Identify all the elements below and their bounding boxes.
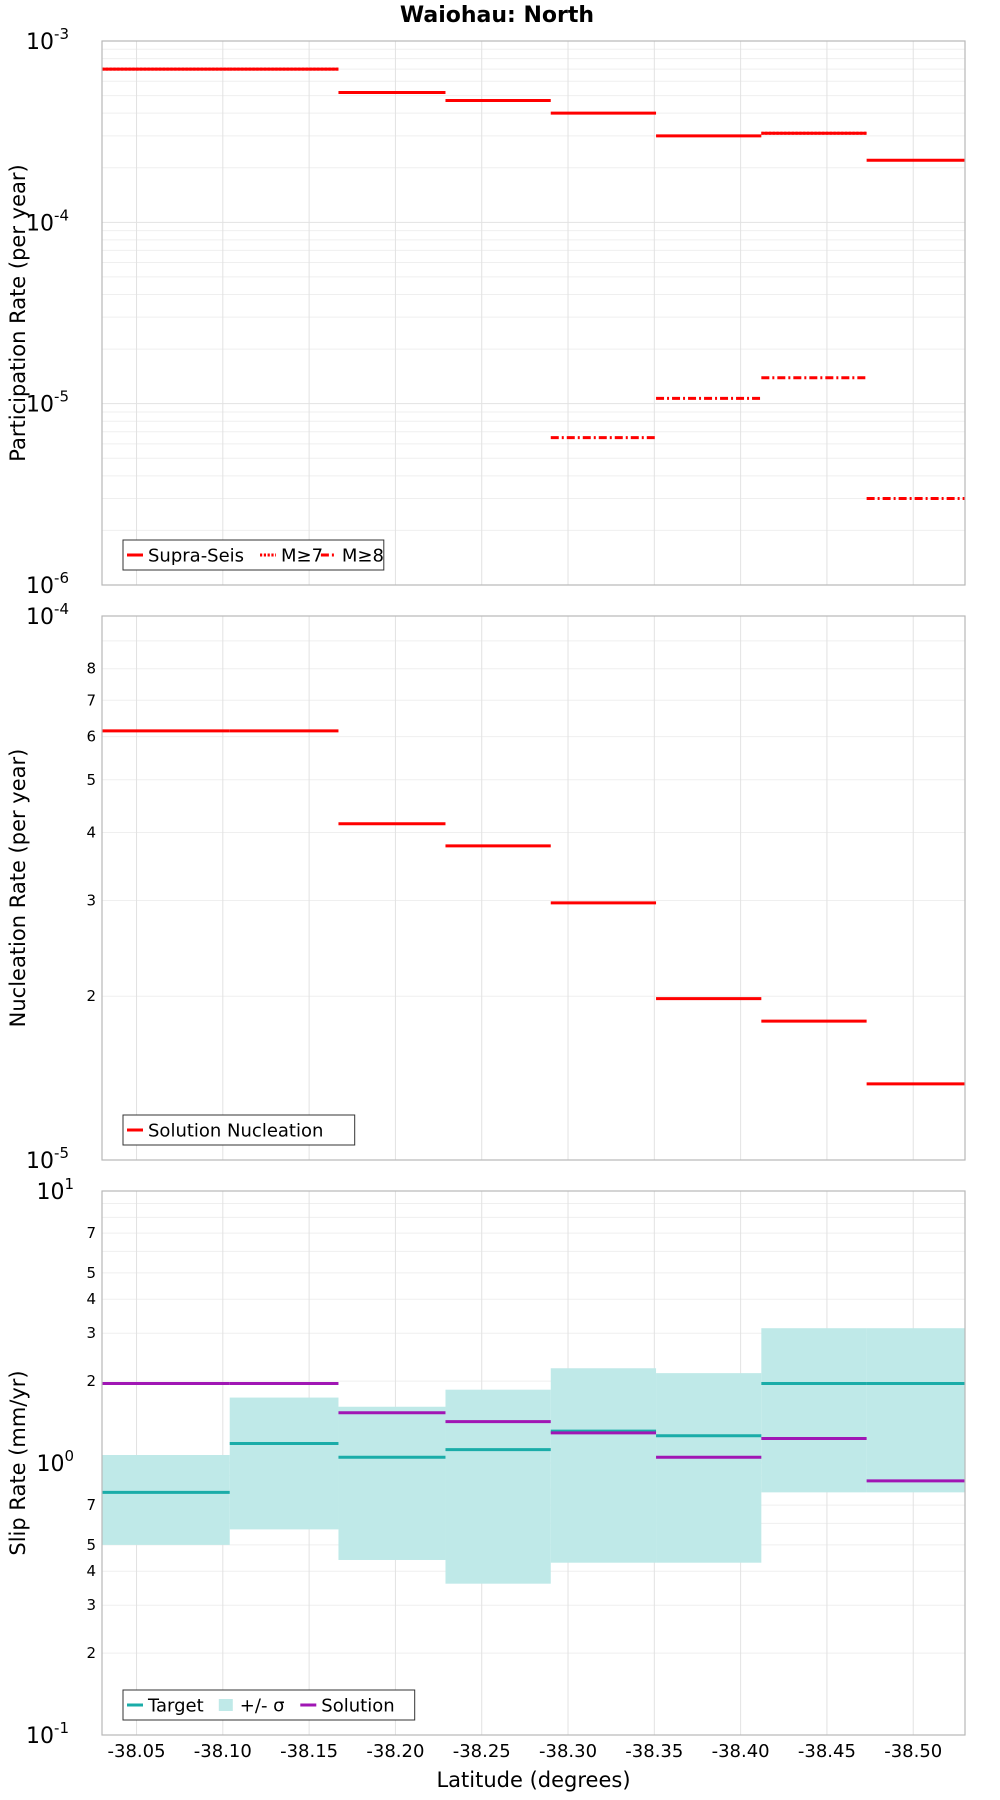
band-segment bbox=[338, 1406, 446, 1560]
y-minor-tick-label: 4 bbox=[86, 823, 96, 841]
y-minor-tick-label: 7 bbox=[86, 691, 96, 709]
y-axis-label: Participation Rate (per year) bbox=[6, 164, 30, 461]
y-minor-tick-label: 4 bbox=[86, 1562, 96, 1580]
legend-entry-label: Supra-Seis bbox=[148, 546, 244, 567]
legend-box bbox=[122, 1114, 356, 1146]
legend-entry-label: Solution Nucleation bbox=[148, 1121, 323, 1142]
x-tick-label: -38.05 bbox=[108, 1741, 166, 1762]
band-segment bbox=[102, 1455, 230, 1545]
x-axis-label: Latitude (degrees) bbox=[436, 1768, 630, 1792]
y-minor-tick-label: 5 bbox=[86, 1536, 96, 1554]
y-tick-label: 10-4 bbox=[26, 600, 69, 630]
y-minor-tick-label: 3 bbox=[86, 891, 96, 909]
band-segment bbox=[229, 1397, 339, 1530]
legend-participation: Supra-Seis M≥7 M≥8 bbox=[122, 539, 385, 571]
y-tick-label: 10-4 bbox=[26, 206, 69, 236]
legend-entry-label: Target bbox=[147, 1696, 204, 1717]
grid-nucleation bbox=[102, 615, 965, 1161]
y-minor-tick-label: 2 bbox=[86, 987, 96, 1005]
legend-entry-label: Solution bbox=[321, 1696, 394, 1717]
y-minor-tick-label: 7 bbox=[86, 1224, 96, 1242]
plot-frame bbox=[101, 615, 966, 1161]
y-minor-tick-label: 2 bbox=[86, 1644, 96, 1662]
legend-slip: Target +/- σ Solution bbox=[122, 1689, 416, 1721]
panel-participation: 10-6 10-5 10-4 10-3 Participation Rate (per … bbox=[6, 25, 966, 599]
legend-nucleation: Solution Nucleation bbox=[122, 1114, 356, 1146]
y-tick-label: 10-5 bbox=[26, 388, 69, 418]
panel-nucleation: 10-5 10-4 2 3 4 5 6 7 8 Nucleation Rate (per year… bbox=[6, 600, 966, 1174]
band-segment bbox=[550, 1368, 657, 1563]
series-target bbox=[102, 1382, 965, 1494]
y-tick-label: 100 bbox=[36, 1447, 74, 1477]
x-tick-label: -38.30 bbox=[539, 1741, 597, 1762]
band-segment bbox=[656, 1373, 762, 1563]
grid-participation bbox=[102, 40, 965, 586]
y-minor-tick-label: 3 bbox=[86, 1324, 96, 1342]
series-solution-nucleation bbox=[102, 729, 965, 1086]
x-tick-label: -38.20 bbox=[366, 1741, 424, 1762]
legend-entry-label: +/- σ bbox=[240, 1696, 285, 1717]
y-minor-tick-label: 3 bbox=[86, 1596, 96, 1614]
panel-slip: 10-1 100 101 2 3 4 5 7 2 3 4 5 7 Slip Rate (mm/yr) -38… bbox=[6, 1175, 966, 1792]
band-sigma bbox=[102, 1328, 965, 1584]
y-tick-label: 10-5 bbox=[26, 1144, 69, 1174]
series-supra-seis bbox=[102, 67, 965, 162]
y-tick-label: 101 bbox=[36, 1175, 74, 1205]
y-minor-tick-label: 8 bbox=[86, 660, 96, 678]
y-tick-label: 10-1 bbox=[26, 1719, 69, 1749]
y-tick-label: 10-3 bbox=[26, 25, 69, 55]
legend-swatch bbox=[218, 1699, 233, 1711]
x-tick-label: -38.50 bbox=[884, 1741, 942, 1762]
plot-frame bbox=[101, 1190, 966, 1736]
x-tick-label: -38.35 bbox=[625, 1741, 683, 1762]
x-tick-label: -38.45 bbox=[798, 1741, 856, 1762]
band-segment bbox=[445, 1389, 551, 1584]
y-minor-tick-label: 5 bbox=[86, 1264, 96, 1282]
legend-entry-label: M≥8 bbox=[342, 546, 384, 567]
y-minor-tick-label: 5 bbox=[86, 771, 96, 789]
y-minor-tick-label: 7 bbox=[86, 1496, 96, 1514]
figure-title: Waiohau: North bbox=[400, 3, 594, 28]
x-tick-label: -38.40 bbox=[712, 1741, 770, 1762]
x-tick-label: -38.10 bbox=[194, 1741, 252, 1762]
y-axis-label: Slip Rate (mm/yr) bbox=[6, 1370, 30, 1555]
x-tick-label: -38.15 bbox=[280, 1741, 338, 1762]
legend-box bbox=[122, 1689, 416, 1721]
band-segment bbox=[761, 1328, 867, 1493]
legend-entry-label: M≥7 bbox=[281, 546, 323, 567]
x-tick-label: -38.25 bbox=[453, 1741, 511, 1762]
plot-frame bbox=[101, 40, 966, 586]
y-minor-tick-label: 4 bbox=[86, 1290, 96, 1308]
band-segment bbox=[866, 1328, 965, 1493]
y-minor-tick-label: 6 bbox=[86, 728, 96, 746]
y-tick-label: 10-6 bbox=[26, 569, 69, 599]
series-solution bbox=[102, 1382, 965, 1483]
y-axis-label: Nucleation Rate (per year) bbox=[6, 749, 30, 1028]
y-minor-tick-label: 2 bbox=[86, 1372, 96, 1390]
legend-box bbox=[122, 539, 385, 571]
series-m-7 bbox=[102, 67, 867, 135]
series-m-8 bbox=[550, 376, 965, 500]
